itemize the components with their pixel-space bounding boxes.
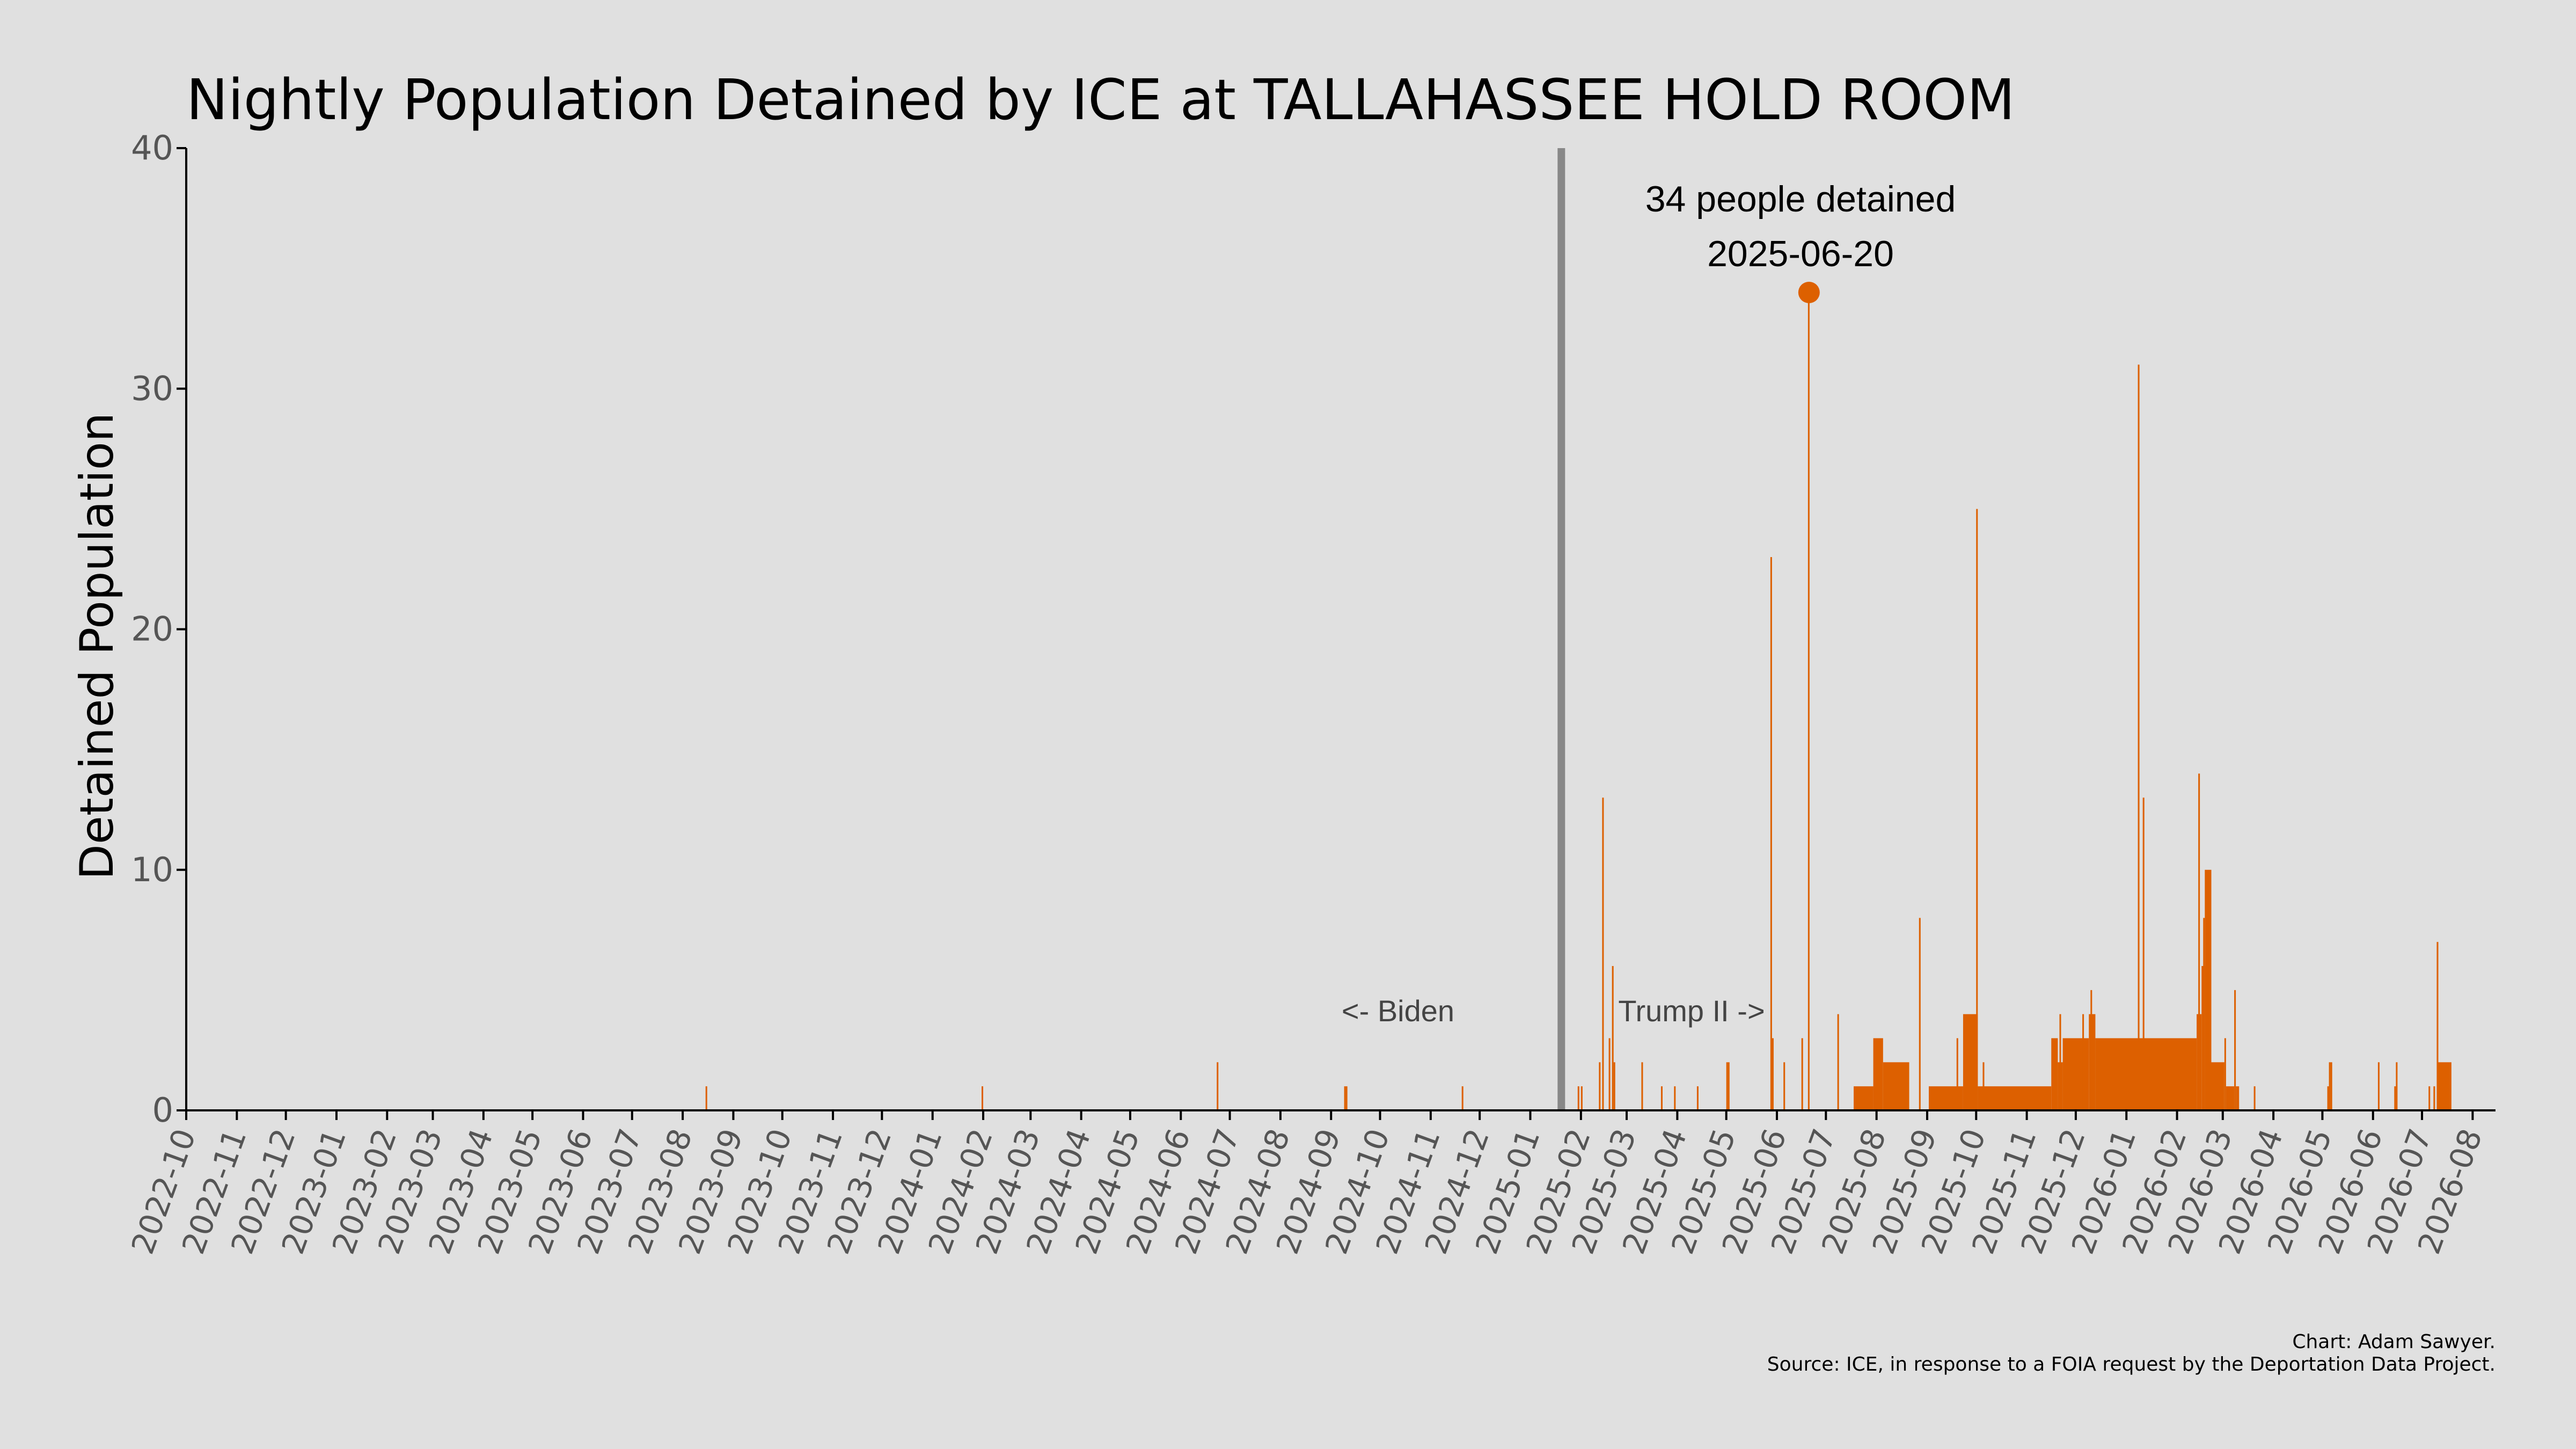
spike-bar — [1772, 1038, 1774, 1110]
spike-bar — [1577, 1086, 1579, 1110]
spike-bar — [1612, 966, 1614, 1110]
spike-bar — [2053, 1062, 2055, 1110]
spike-bar — [2394, 1086, 2396, 1110]
range-bar — [2095, 1038, 2197, 1110]
range-bar — [2236, 1086, 2240, 1110]
spike-bar — [2059, 1014, 2061, 1110]
range-bar — [1873, 1038, 1883, 1110]
spike-bar — [1345, 1086, 1348, 1110]
spike-bar — [982, 1086, 984, 1110]
spike-bar — [2436, 942, 2439, 1110]
spike-bar — [705, 1086, 707, 1110]
range-bar — [1978, 1086, 2052, 1110]
spike-bar — [2234, 990, 2236, 1110]
spike-bar — [1461, 1086, 1463, 1110]
peak-marker — [1798, 281, 1820, 303]
peak-label-line2: 2025-06-20 — [1707, 233, 1894, 274]
spike-bar — [2253, 1086, 2256, 1110]
credit-line1: Chart: Adam Sawyer. — [2292, 1331, 2496, 1353]
spike-bar — [1641, 1062, 1643, 1110]
spike-bar — [1696, 1086, 1699, 1110]
y-ticks: 0 10 20 30 40 — [131, 128, 186, 1130]
spike-bar — [1674, 1086, 1676, 1110]
range-bar — [1854, 1086, 1874, 1110]
range-bar — [2438, 1062, 2451, 1110]
range-bar — [1883, 1062, 1909, 1110]
chart-title: Nightly Population Detained by ICE at TA… — [186, 67, 2015, 133]
spike-bar — [1783, 1062, 1785, 1110]
range-bar — [2211, 1062, 2224, 1110]
spike-bar — [1613, 1062, 1615, 1110]
spike-bar — [2433, 1086, 2435, 1110]
era-label-after: Trump II -> — [1618, 994, 1765, 1028]
spike-bar — [1801, 1038, 1803, 1110]
x-ticks: 2022-102022-112022-122023-012023-022023-… — [124, 1110, 2490, 1259]
y-axis-label: Detained Population — [70, 413, 124, 880]
range-bar — [2226, 1086, 2235, 1110]
peak-label-line1: 34 people detained — [1645, 179, 1956, 219]
range-bar — [1963, 1014, 1978, 1110]
spike-bar — [1602, 797, 1604, 1110]
spike-bar — [1807, 292, 1810, 1111]
range-bar — [2062, 1038, 2089, 1110]
spike-bar — [1728, 1062, 1730, 1110]
spike-bar — [2377, 1062, 2380, 1110]
spike-bar — [1599, 1062, 1601, 1110]
spike-bar — [1726, 1062, 1728, 1110]
spike-bar — [1971, 1062, 1973, 1110]
spike-bar — [2138, 364, 2140, 1110]
spike-bar — [1956, 1038, 1958, 1110]
axes — [185, 148, 2496, 1111]
spike-bar — [2224, 1038, 2226, 1110]
credit-line2: Source: ICE, in response to a FOIA reque… — [1767, 1353, 2496, 1375]
y-tick-label: 20 — [131, 610, 173, 649]
range-bar — [2205, 869, 2212, 1110]
spike-bar — [2090, 990, 2092, 1110]
bars — [705, 292, 2451, 1111]
peak-annotation — [1798, 281, 1820, 303]
spike-bar — [2198, 773, 2200, 1110]
y-tick-label: 30 — [131, 369, 173, 408]
spike-bar — [1770, 557, 1772, 1110]
spike-bar — [2329, 1062, 2331, 1110]
spike-bar — [1837, 1014, 1839, 1110]
spike-bar — [1919, 918, 1921, 1110]
spike-bar — [1580, 1086, 1583, 1110]
spike-bar — [2396, 1062, 2398, 1110]
spike-bar — [1660, 1086, 1663, 1110]
era-label-before: <- Biden — [1342, 994, 1454, 1028]
spike-bar — [2142, 797, 2145, 1110]
spike-bar — [2203, 918, 2205, 1110]
spike-bar — [1608, 1038, 1611, 1110]
y-tick-label: 0 — [152, 1091, 173, 1130]
spike-bar — [2330, 1062, 2332, 1110]
spike-bar — [1976, 509, 1978, 1110]
spike-bar — [1217, 1062, 1219, 1110]
y-tick-label: 40 — [131, 128, 173, 167]
spike-bar — [2082, 1014, 2084, 1110]
spike-bar — [2428, 1086, 2431, 1110]
spike-bar — [1344, 1086, 1346, 1110]
spike-bar — [2327, 1086, 2329, 1110]
y-tick-label: 10 — [131, 850, 173, 889]
spike-bar — [1982, 1062, 1985, 1110]
